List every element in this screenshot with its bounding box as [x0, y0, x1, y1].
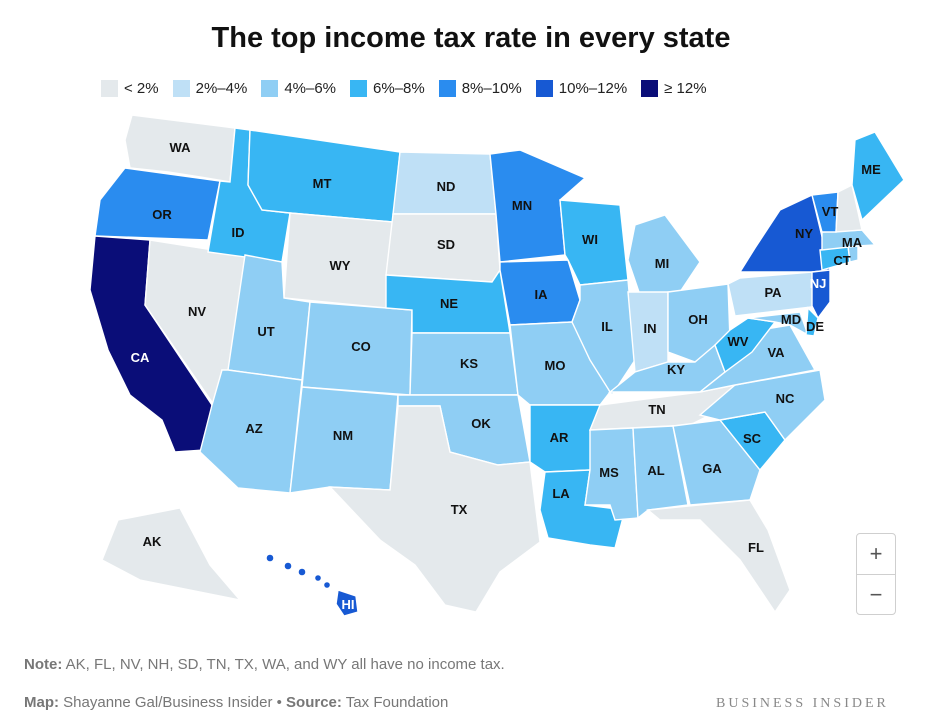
note: Note: AK, FL, NV, NH, SD, TN, TX, WA, an… [24, 656, 505, 673]
map-title: The top income tax rate in every state [211, 22, 731, 54]
label-oh: OH [688, 312, 708, 327]
label-mt: MT [313, 176, 332, 191]
brand-logo: BUSINESS INSIDER [716, 696, 889, 711]
legend-item: 6%–8% [350, 80, 425, 97]
state-nj [811, 269, 831, 320]
label-de: DE [806, 319, 824, 334]
label-in: IN [644, 321, 657, 336]
zoom-out-button[interactable]: − [869, 582, 883, 607]
legend-item: 10%–12% [535, 80, 628, 97]
zoom-in-button[interactable]: + [869, 541, 883, 566]
label-tx: TX [451, 502, 468, 517]
source-text: Tax Foundation [341, 694, 449, 711]
state-me [851, 131, 905, 222]
note-text: AK, FL, NV, NH, SD, TN, TX, WA, and WY a… [62, 656, 505, 673]
legend-swatch [438, 80, 456, 97]
legend-label: ≥ 12% [664, 80, 707, 97]
label-az: AZ [245, 421, 262, 436]
label-ms: MS [599, 465, 619, 480]
legend-label: 2%–4% [195, 80, 248, 97]
state-fl [646, 499, 791, 614]
map-credit-text: Shayanne Gal/Business Insider • [59, 694, 287, 711]
state-ga [672, 419, 761, 506]
state-nh [835, 183, 863, 233]
label-wv: WV [728, 334, 749, 349]
note-prefix: Note: [24, 656, 63, 673]
label-mi: MI [655, 256, 669, 271]
label-sd: SD [437, 237, 455, 252]
label-ne: NE [440, 296, 458, 311]
label-mn: MN [512, 198, 532, 213]
legend-item: 8%–10% [438, 80, 522, 97]
legend-swatch [641, 80, 659, 97]
legend-label: 6%–8% [373, 80, 425, 97]
legend-label: 10%–12% [558, 80, 628, 97]
credit-line: Map: Shayanne Gal/Business Insider • Sou… [24, 694, 448, 711]
state-tx [328, 405, 541, 613]
label-wa: WA [170, 140, 192, 155]
label-la: LA [552, 486, 570, 501]
label-ky: KY [667, 362, 685, 377]
label-me: ME [861, 162, 881, 177]
legend: < 2% 2%–4% 4%–6% 6%–8% 8%–10% 10%–12% ≥ 12% [101, 80, 721, 97]
legend-item: ≥ 12% [641, 80, 707, 97]
label-wi: WI [582, 232, 598, 247]
label-co: CO [351, 339, 371, 354]
label-ok: OK [471, 416, 491, 431]
label-or: OR [152, 207, 172, 222]
state-md [747, 311, 810, 337]
legend-item: 2%–4% [172, 80, 248, 97]
label-sc: SC [743, 431, 762, 446]
map-credit-prefix: Map: [24, 694, 59, 711]
label-ar: AR [550, 430, 569, 445]
label-ut: UT [257, 324, 274, 339]
state-ak [101, 507, 242, 602]
legend-item: < 2% [101, 80, 159, 97]
zoom-divider [857, 574, 895, 575]
label-ia: IA [535, 287, 549, 302]
legend-label: 8%–10% [461, 80, 522, 97]
legend-swatch [535, 80, 553, 97]
label-hi: HI [342, 597, 355, 612]
label-id: ID [232, 225, 245, 240]
label-ca: CA [131, 350, 150, 365]
label-nm: NM [333, 428, 353, 443]
label-fl: FL [748, 540, 764, 555]
legend-swatch [350, 80, 368, 97]
label-mo: MO [545, 358, 566, 373]
label-vt: VT [822, 204, 839, 219]
label-pa: PA [764, 285, 782, 300]
legend-swatch [101, 80, 118, 97]
legend-item: 4%–6% [261, 80, 336, 97]
label-ct: CT [833, 253, 850, 268]
label-nc: NC [776, 391, 795, 406]
state-mi [627, 214, 701, 296]
state-de [805, 306, 819, 337]
label-md: MD [781, 312, 801, 327]
label-al: AL [647, 463, 664, 478]
label-ga: GA [702, 461, 722, 476]
label-wy: WY [330, 258, 351, 273]
label-ma: MA [842, 235, 863, 250]
source-prefix: Source: [286, 694, 342, 711]
label-ks: KS [460, 356, 478, 371]
label-nv: NV [188, 304, 206, 319]
label-nd: ND [437, 179, 456, 194]
legend-label: < 2% [124, 80, 159, 97]
label-ak: AK [143, 534, 162, 549]
label-tn: TN [648, 402, 665, 417]
label-nj: NJ [810, 276, 827, 291]
state-hi [265, 553, 359, 617]
legend-swatch [261, 80, 279, 97]
legend-swatch [172, 80, 190, 97]
zoom-control: + − [856, 533, 896, 615]
legend-label: 4%–6% [284, 80, 337, 97]
state-or [94, 167, 221, 241]
label-va: VA [767, 345, 785, 360]
label-ny: NY [795, 226, 813, 241]
label-il: IL [601, 319, 613, 334]
